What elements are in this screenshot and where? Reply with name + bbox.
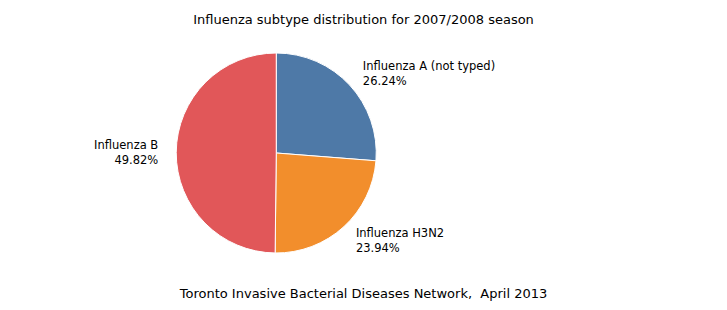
value-label: 49.82%	[114, 153, 158, 167]
slice-label: Influenza H3N2	[356, 226, 444, 240]
slice	[276, 53, 376, 161]
slice-label: Influenza A (not typed)	[363, 59, 495, 73]
slice-label: Influenza B	[94, 138, 158, 152]
title: Influenza subtype distribution for 2007/…	[193, 12, 534, 27]
labels: Influenza A (not typed)26.24% Influenza H…	[94, 59, 495, 255]
chart: Influenza subtype distribution for 2007/…	[0, 0, 727, 310]
subtitle: Toronto Invasive Bacterial Diseases Netw…	[179, 286, 548, 301]
pie	[176, 53, 376, 253]
slice	[176, 53, 276, 253]
value-label: 26.24%	[363, 74, 407, 88]
value-label: 23.94%	[356, 241, 400, 255]
